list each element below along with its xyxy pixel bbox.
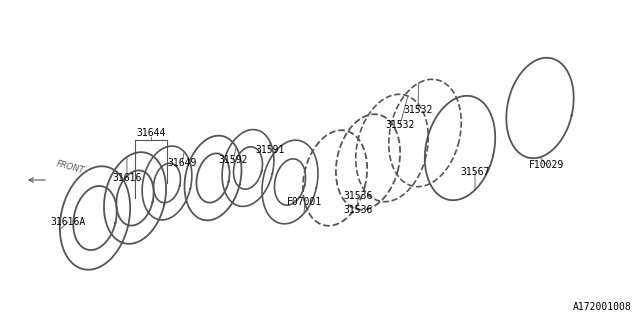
Text: 31532: 31532 xyxy=(403,105,433,115)
Text: 31616: 31616 xyxy=(112,173,141,183)
Text: 31616A: 31616A xyxy=(51,217,86,227)
Text: FRONT: FRONT xyxy=(55,159,85,175)
Text: 31536: 31536 xyxy=(343,205,372,215)
Text: 31536: 31536 xyxy=(343,191,372,201)
Text: F07001: F07001 xyxy=(287,197,323,207)
Text: 31649: 31649 xyxy=(167,158,196,168)
Text: 31567: 31567 xyxy=(460,167,490,177)
Text: A172001008: A172001008 xyxy=(573,302,632,312)
Text: F10029: F10029 xyxy=(529,160,564,170)
Text: 31591: 31591 xyxy=(255,145,285,155)
Text: 31644: 31644 xyxy=(136,128,166,138)
Text: 31592: 31592 xyxy=(218,155,248,165)
Text: 31532: 31532 xyxy=(385,120,415,130)
